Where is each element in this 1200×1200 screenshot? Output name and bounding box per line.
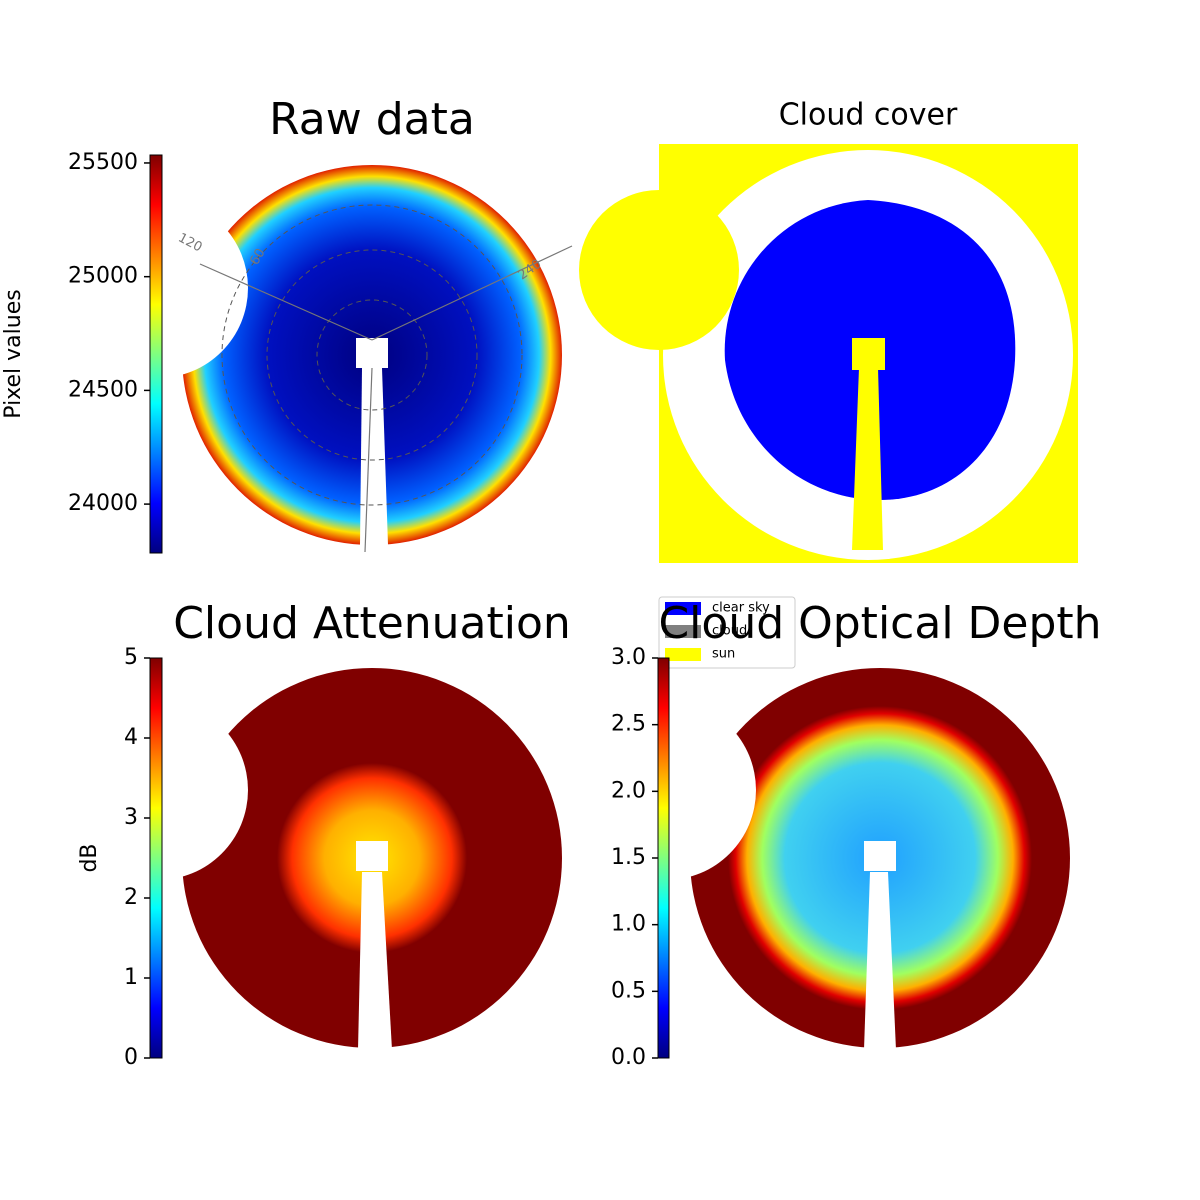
cloud-cover-image xyxy=(579,144,1078,563)
colorbar-tick-label: 2.0 xyxy=(611,778,646,803)
attenuation-image xyxy=(68,668,562,1050)
colorbar-tick-label: 1.5 xyxy=(611,845,646,870)
colorbar-tick-label: 4 xyxy=(124,725,138,750)
colorbar-tick-label: 0.0 xyxy=(611,1045,646,1070)
legend-swatch xyxy=(665,602,701,615)
raw-image xyxy=(68,165,573,553)
panel-title: Cloud Attenuation xyxy=(173,598,571,649)
optical-depth-image xyxy=(576,668,1070,1050)
colorbar-tick-label: 3.0 xyxy=(611,645,646,670)
colorbar-tick-label: 25000 xyxy=(68,264,138,289)
colorbar-tick-label: 1 xyxy=(124,965,138,990)
colorbar xyxy=(149,154,163,554)
colorbar-tick-label: 0.5 xyxy=(611,978,646,1003)
colorbar-tick-label: 24500 xyxy=(68,377,138,402)
colorbar-tick-label: 25500 xyxy=(68,150,138,175)
legend-label: clear sky xyxy=(712,601,770,616)
legend-swatch xyxy=(665,625,701,638)
colorbar-label: Pixel values xyxy=(1,289,26,418)
colorbar-tick-label: 3 xyxy=(124,805,138,830)
legend-label: sun xyxy=(712,647,735,662)
colorbar-tick-label: 24000 xyxy=(68,491,138,516)
panel-title: Raw data xyxy=(269,94,475,145)
colorbar-tick-label: 5 xyxy=(124,645,138,670)
colorbar-label: dB xyxy=(77,843,102,872)
colorbar-tick-label: 2 xyxy=(124,885,138,910)
colorbar-tick-label: 0 xyxy=(124,1045,138,1070)
colorbar xyxy=(657,657,670,1059)
panel-title: Cloud cover xyxy=(779,98,958,133)
colorbar xyxy=(149,657,163,1059)
colorbar-tick-label: 1.0 xyxy=(611,912,646,937)
legend-swatch xyxy=(665,648,701,661)
legend-label: cloud xyxy=(712,624,747,639)
polar-label: 60 xyxy=(247,246,268,268)
colorbar-tick-label: 2.5 xyxy=(611,712,646,737)
panel-title: Cloud Optical Depth xyxy=(658,598,1101,649)
